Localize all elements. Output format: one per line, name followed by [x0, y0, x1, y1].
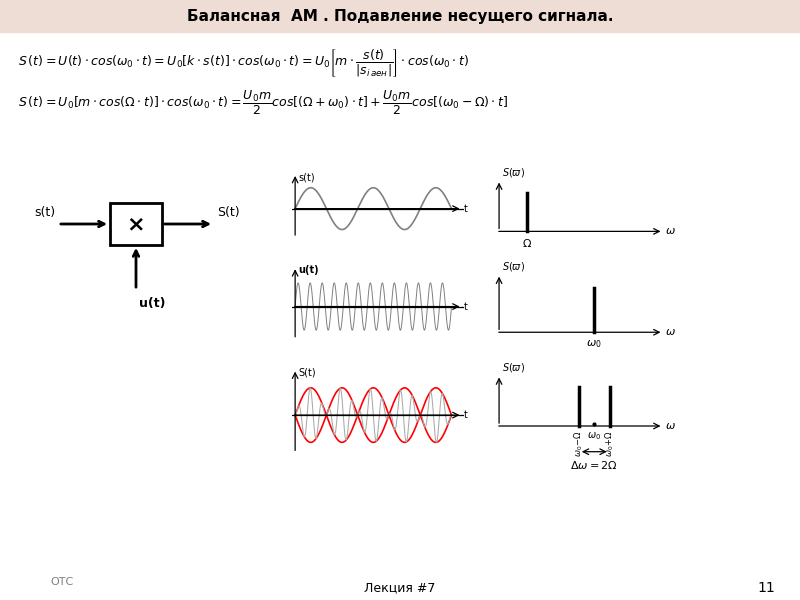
Text: u(t): u(t) — [298, 265, 319, 275]
Text: $S\,(t) = U_0\left[m\cdot cos(\Omega\cdot t)\right]\cdot cos(\omega_0\cdot t) = : $S\,(t) = U_0\left[m\cdot cos(\Omega\cdo… — [18, 89, 508, 117]
Text: t: t — [464, 203, 468, 214]
Text: S(t): S(t) — [217, 206, 240, 219]
Text: s(t): s(t) — [298, 172, 315, 182]
Text: ×: × — [126, 214, 146, 234]
Text: ОТС: ОТС — [50, 577, 74, 587]
Text: 11: 11 — [758, 581, 775, 595]
Text: $S(\varpi)$: $S(\varpi)$ — [502, 260, 526, 273]
Bar — [110, 203, 162, 245]
Text: $\omega$: $\omega$ — [665, 226, 676, 236]
Text: $\Omega$: $\Omega$ — [522, 236, 532, 248]
Bar — [0, 0, 800, 32]
Text: $\omega_0$: $\omega_0$ — [586, 338, 602, 350]
Text: $\omega$: $\omega$ — [665, 421, 676, 431]
Text: u(t): u(t) — [139, 297, 166, 310]
Text: $S(\varpi)$: $S(\varpi)$ — [502, 166, 526, 179]
Text: $\omega_0\!+\!\Omega$: $\omega_0\!+\!\Omega$ — [603, 430, 616, 457]
Text: Балансная  АМ . Подавление несущего сигнала.: Балансная АМ . Подавление несущего сигна… — [186, 8, 614, 23]
Text: $\Delta\omega = 2\Omega$: $\Delta\omega = 2\Omega$ — [570, 460, 618, 472]
Text: s(t): s(t) — [34, 206, 55, 219]
Text: $S(\varpi)$: $S(\varpi)$ — [502, 361, 526, 374]
Text: $\omega$: $\omega$ — [665, 327, 676, 337]
Text: S(t): S(t) — [298, 367, 316, 377]
Text: t: t — [464, 302, 468, 311]
Text: $\omega_0$: $\omega_0$ — [587, 430, 602, 442]
Text: $S\,(t) = U(t)\cdot cos(\omega_0\cdot t) = U_0\left[k\cdot s(t)\right]\cdot cos(: $S\,(t) = U(t)\cdot cos(\omega_0\cdot t)… — [18, 47, 469, 79]
Text: $\omega_0\!-\!\Omega$: $\omega_0\!-\!\Omega$ — [573, 430, 585, 457]
Text: t: t — [464, 410, 468, 420]
Text: Лекция #7: Лекция #7 — [364, 581, 436, 595]
